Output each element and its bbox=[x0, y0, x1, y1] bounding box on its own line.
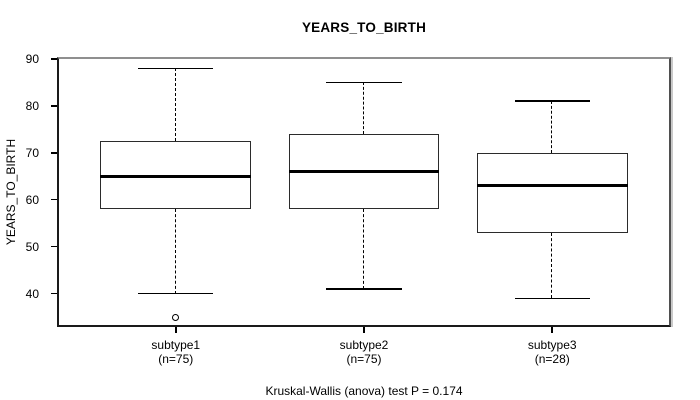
x-tick bbox=[551, 327, 553, 333]
y-tick bbox=[51, 292, 57, 295]
y-tick bbox=[51, 58, 57, 60]
y-tick bbox=[51, 198, 57, 201]
whisker-line-upper bbox=[175, 68, 176, 142]
y-tick-label: 90 bbox=[25, 52, 39, 66]
whisker-cap-upper bbox=[138, 67, 214, 70]
y-tick-label: 70 bbox=[25, 145, 39, 160]
y-tick bbox=[51, 245, 57, 248]
whisker-line-lower bbox=[551, 232, 553, 299]
y-tick-label: 60 bbox=[25, 192, 39, 207]
x-tick bbox=[363, 327, 365, 333]
whisker-cap-lower bbox=[326, 288, 402, 290]
y-tick-label: 50 bbox=[25, 239, 39, 254]
group-n: (n=75) bbox=[158, 351, 194, 366]
whisker-cap-upper bbox=[514, 100, 590, 102]
whisker-line-lower bbox=[175, 209, 176, 294]
whisker-cap-upper bbox=[326, 81, 402, 84]
group-label: subtype2 (n=75) bbox=[294, 338, 434, 366]
group-name: subtype1 bbox=[151, 338, 201, 352]
median-line bbox=[476, 184, 628, 188]
whisker-line-upper bbox=[363, 82, 365, 135]
outlier-point bbox=[172, 313, 180, 321]
y-tick bbox=[51, 105, 57, 107]
whisker-cap-lower bbox=[514, 297, 590, 299]
box-rect bbox=[476, 152, 628, 233]
whisker-cap-lower bbox=[138, 292, 214, 295]
chart-title: YEARS_TO_BIRTH bbox=[301, 20, 427, 35]
plot-area bbox=[57, 57, 671, 327]
group-name: subtype3 bbox=[527, 338, 577, 352]
y-tick-label: 40 bbox=[25, 286, 39, 301]
whisker-line-lower bbox=[363, 209, 365, 289]
footer-note: Kruskal-Wallis (anova) test P = 0.174 bbox=[265, 384, 463, 398]
group-label: subtype3 (n=28) bbox=[482, 338, 622, 366]
group-n: (n=75) bbox=[346, 351, 382, 366]
y-tick-label: 80 bbox=[25, 98, 39, 113]
group-name: subtype2 bbox=[339, 338, 389, 352]
group-label: subtype1 (n=75) bbox=[106, 338, 246, 366]
median-line bbox=[100, 174, 252, 178]
whisker-line-upper bbox=[551, 101, 553, 153]
group-n: (n=28) bbox=[534, 351, 570, 366]
x-tick bbox=[175, 327, 177, 333]
y-tick bbox=[51, 152, 57, 154]
median-line bbox=[288, 170, 440, 174]
